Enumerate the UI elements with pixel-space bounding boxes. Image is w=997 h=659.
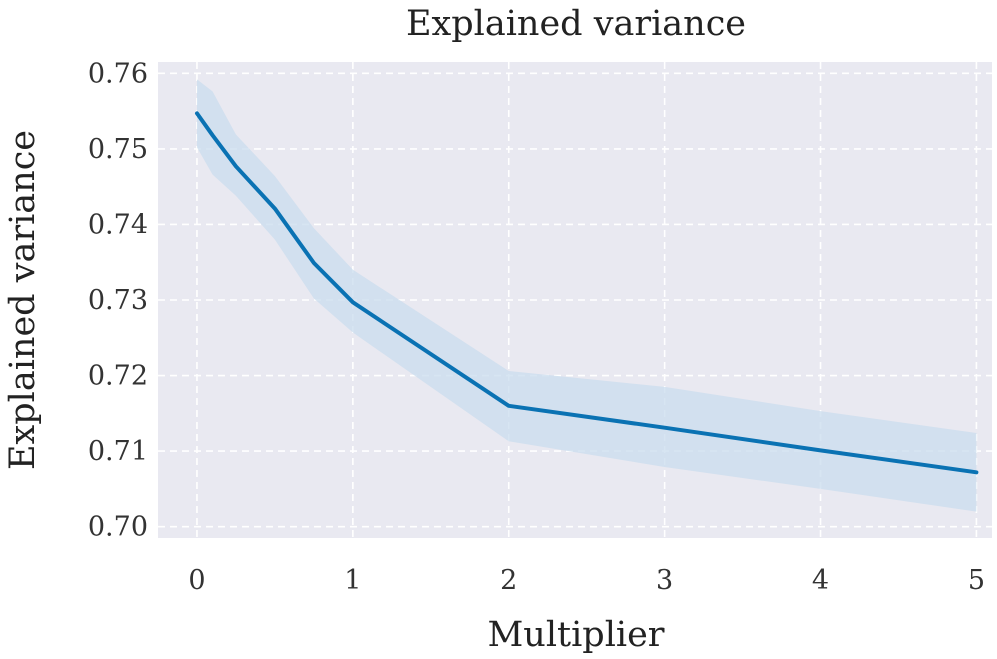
y-tick-label: 0.70 [88, 512, 148, 543]
x-axis-label: Multiplier [487, 615, 664, 655]
x-tick-label: 1 [344, 565, 361, 596]
x-tick-label: 5 [968, 565, 985, 596]
y-tick-label: 0.71 [88, 436, 148, 467]
x-tick-label: 0 [188, 565, 205, 596]
y-tick-label: 0.74 [88, 209, 148, 240]
y-tick-label: 0.73 [88, 285, 148, 316]
series-line [195, 111, 979, 475]
x-tick-label: 2 [500, 565, 517, 596]
y-tick-label: 0.75 [88, 134, 148, 165]
x-tick-label: 4 [812, 565, 829, 596]
y-axis-label: Explained variance [3, 130, 43, 470]
y-axis-ticks: 0.70 0.71 0.72 0.73 0.74 0.75 0.76 [88, 58, 148, 542]
y-tick-label: 0.72 [88, 361, 148, 392]
x-tick-label: 3 [656, 565, 673, 596]
confidence-band [197, 79, 977, 512]
x-axis-ticks: 0 1 2 3 4 5 [188, 565, 985, 596]
chart-title: Explained variance [406, 4, 746, 44]
y-tick-label: 0.76 [88, 58, 148, 89]
